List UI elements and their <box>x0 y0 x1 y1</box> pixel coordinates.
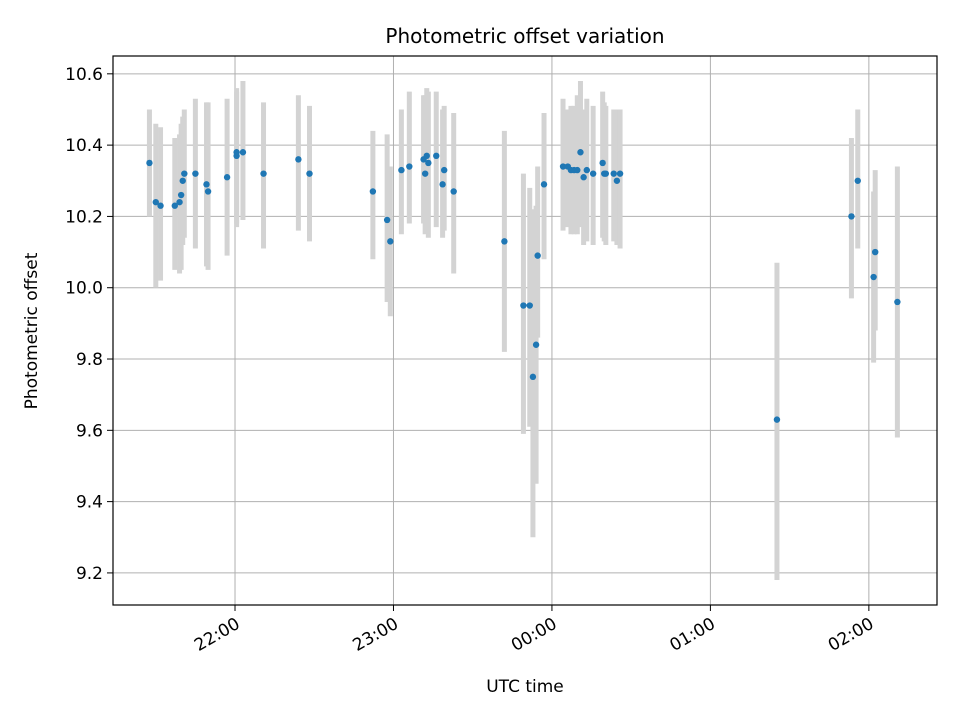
data-point <box>383 216 391 224</box>
data-point <box>425 159 432 167</box>
data-point <box>602 170 610 177</box>
data-point <box>616 170 624 177</box>
data-point <box>610 170 617 177</box>
data-point <box>260 170 267 177</box>
data-point <box>423 152 430 160</box>
data-point <box>192 170 199 177</box>
data-point <box>529 373 537 381</box>
data-point <box>501 238 508 245</box>
y-tick-label: 9.6 <box>76 421 103 441</box>
data-point <box>369 188 377 195</box>
data-point <box>176 198 183 206</box>
data-point <box>233 149 240 156</box>
data-point <box>534 252 541 259</box>
data-point <box>532 341 540 348</box>
data-point <box>181 170 188 177</box>
data-point <box>589 170 597 177</box>
y-tick-label: 9.4 <box>76 493 103 513</box>
data-point <box>894 298 901 306</box>
data-point <box>520 302 527 309</box>
x-axis-label: UTC time <box>486 677 564 697</box>
y-tick-label: 10.6 <box>65 65 103 85</box>
data-point <box>177 191 185 199</box>
y-axis-ticks: 9.2 9.4 9.6 9.8 10.0 10.2 10.4 10.6 <box>65 65 113 584</box>
data-point <box>157 202 164 209</box>
data-point <box>398 166 405 174</box>
data-point <box>599 159 606 167</box>
data-point <box>306 170 313 177</box>
data-point <box>223 174 231 181</box>
data-point <box>577 149 584 156</box>
y-tick-label: 10.0 <box>65 279 103 299</box>
y-tick-label: 10.4 <box>65 136 103 156</box>
data-point <box>387 238 394 245</box>
y-tick-label: 10.2 <box>65 207 103 227</box>
data-point <box>872 248 879 256</box>
data-point <box>526 302 533 309</box>
y-tick-label: 9.8 <box>76 350 103 370</box>
data-point <box>406 163 413 170</box>
data-point <box>574 166 581 174</box>
data-points <box>146 149 901 423</box>
data-point <box>773 416 781 423</box>
data-point <box>450 188 457 195</box>
data-point <box>583 166 590 174</box>
data-point <box>204 188 212 195</box>
data-point <box>295 156 302 163</box>
data-point <box>440 166 448 174</box>
data-point <box>613 177 621 184</box>
data-point <box>870 273 877 281</box>
data-point <box>854 177 861 184</box>
data-point <box>580 174 587 181</box>
data-point <box>439 181 446 188</box>
data-point <box>179 177 186 184</box>
data-point <box>171 202 178 209</box>
data-point <box>540 181 548 188</box>
data-point <box>559 163 567 170</box>
data-point <box>421 170 429 177</box>
plot-area-frame <box>112 55 938 606</box>
data-point <box>433 152 440 160</box>
y-axis-label: Photometric offset <box>22 252 42 409</box>
data-point <box>848 213 855 220</box>
y-tick-label: 9.2 <box>76 564 103 584</box>
data-point <box>203 181 210 188</box>
data-point <box>146 159 153 167</box>
data-point <box>239 149 247 156</box>
chart-title: Photometric offset variation <box>385 24 664 48</box>
data-point <box>152 198 159 206</box>
